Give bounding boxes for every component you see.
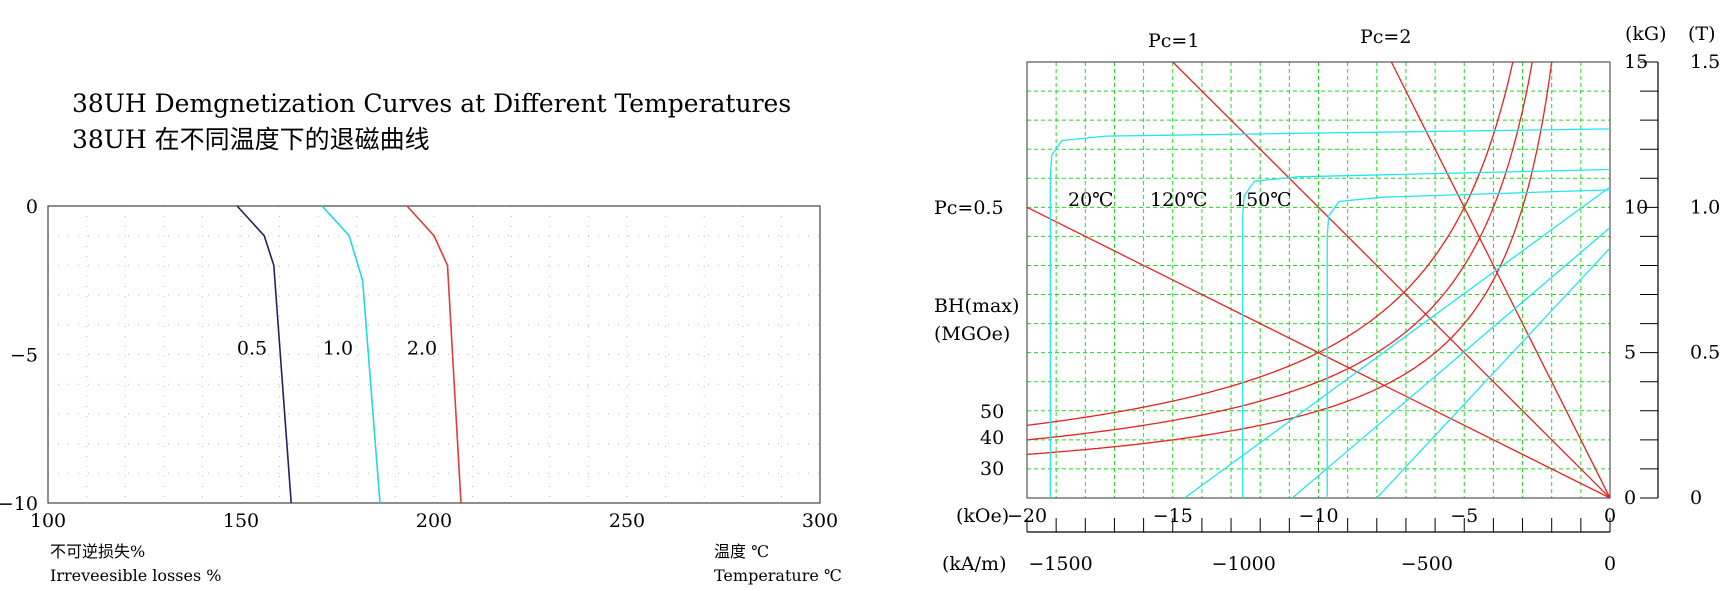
left-series-label-2.0: 2.0 bbox=[407, 338, 437, 360]
y-kg-tick: 5 bbox=[1624, 342, 1636, 364]
right-curves bbox=[1027, 62, 1610, 498]
left-x-tick: 300 bbox=[802, 510, 838, 532]
x-bottom-tick: −1000 bbox=[1212, 553, 1276, 575]
x-top-axis-label: (kOe) bbox=[956, 505, 1009, 527]
temp-label-120: 120℃ bbox=[1150, 189, 1208, 211]
bh-hyperbola-50 bbox=[1027, 62, 1514, 426]
y-tesla-tick: 0.5 bbox=[1690, 342, 1720, 364]
y-tesla-tick: 1.0 bbox=[1690, 196, 1720, 218]
permeance-line-Pc=1 bbox=[1172, 62, 1610, 498]
left-series-0.5 bbox=[236, 205, 292, 504]
bhmax-value-30: 30 bbox=[980, 458, 1004, 480]
bh-hyperbola-30 bbox=[1027, 62, 1553, 456]
left-y-tick: −5 bbox=[10, 345, 38, 367]
bhmax-value-40: 40 bbox=[980, 427, 1004, 449]
left-xlabel-cn: 温度 ℃ bbox=[714, 542, 769, 561]
temp-label-150: 150℃ bbox=[1234, 189, 1292, 211]
left-series-label-0.5: 0.5 bbox=[237, 338, 267, 360]
right-chart: −20 −15 −10 −5 0−1500 −1000 −500 005101500.51.0… bbox=[1007, 51, 1720, 575]
b-curve-150℃ bbox=[1326, 189, 1610, 498]
left-x-tick: 150 bbox=[223, 510, 259, 532]
y-tesla-tick: 1.5 bbox=[1690, 51, 1720, 73]
left-xlabel-en: Temperature ℃ bbox=[714, 566, 842, 585]
j-curve-120℃ bbox=[1291, 227, 1610, 498]
b-curve-120℃ bbox=[1242, 168, 1610, 498]
left-x-tick: 100 bbox=[30, 510, 66, 532]
left-ylabel-cn: 不可逆损失% bbox=[50, 542, 145, 561]
chart-title-line2: 38UH 在不同温度下的退磁曲线 bbox=[72, 125, 430, 154]
left-plot-frame bbox=[47, 205, 821, 504]
y-tesla-tick: 0 bbox=[1690, 487, 1702, 509]
pc-label-2: Pc=2 bbox=[1360, 26, 1411, 48]
left-x-tick: 200 bbox=[416, 510, 452, 532]
left-y-tick: 0 bbox=[26, 196, 38, 218]
x-top-tick: −20 bbox=[1007, 505, 1047, 527]
x-bottom-tick: −500 bbox=[1401, 553, 1453, 575]
x-top-tick: −10 bbox=[1298, 505, 1338, 527]
bhmax-label-1: BH(max) bbox=[934, 295, 1019, 317]
y-kg-tick: 15 bbox=[1624, 51, 1648, 73]
bhmax-value-50: 50 bbox=[980, 401, 1004, 423]
pc-label-0.5: Pc=0.5 bbox=[934, 197, 1004, 219]
x-top-tick: 0 bbox=[1604, 505, 1616, 527]
x-top-tick: −5 bbox=[1450, 505, 1478, 527]
j-curve-150℃ bbox=[1376, 247, 1610, 498]
left-series-2.0 bbox=[406, 205, 462, 504]
left-y-tick: −10 bbox=[0, 493, 38, 515]
left-ylabel-en: Irreveesible losses % bbox=[50, 566, 221, 585]
y-kg-tick: 0 bbox=[1624, 487, 1636, 509]
chart-title-line1: 38UH Demgnetization Curves at Different … bbox=[72, 89, 792, 118]
y-kg-tick: 10 bbox=[1624, 196, 1648, 218]
permeance-line-Pc=2 bbox=[1390, 62, 1610, 498]
chart-title: 38UH Demgnetization Curves at Different … bbox=[72, 86, 791, 158]
temp-label-20: 20℃ bbox=[1068, 189, 1113, 211]
y-unit-kg: (kG) bbox=[1625, 23, 1667, 45]
left-x-tick: 250 bbox=[609, 510, 645, 532]
b-curve-20℃ bbox=[1049, 128, 1610, 498]
x-top-tick: −15 bbox=[1153, 505, 1193, 527]
bh-hyperbola-40 bbox=[1027, 62, 1533, 441]
x-bottom-tick: −1500 bbox=[1028, 553, 1092, 575]
right-plot-frame bbox=[1026, 61, 1611, 499]
left-series-1.0 bbox=[321, 205, 381, 504]
left-chart: 0.5 1.0 2.0 100 150 200 250 300 0 −5 −10 bbox=[0, 196, 838, 532]
pc-label-1: Pc=1 bbox=[1148, 30, 1199, 52]
y-unit-t: (T) bbox=[1688, 23, 1716, 45]
x-bottom-axis-label: (kA/m) bbox=[942, 553, 1006, 575]
j-curve-20℃ bbox=[1184, 186, 1610, 498]
x-bottom-tick: 0 bbox=[1604, 553, 1616, 575]
left-series-label-1.0: 1.0 bbox=[323, 338, 353, 360]
bhmax-label-2: (MGOe) bbox=[934, 323, 1010, 345]
